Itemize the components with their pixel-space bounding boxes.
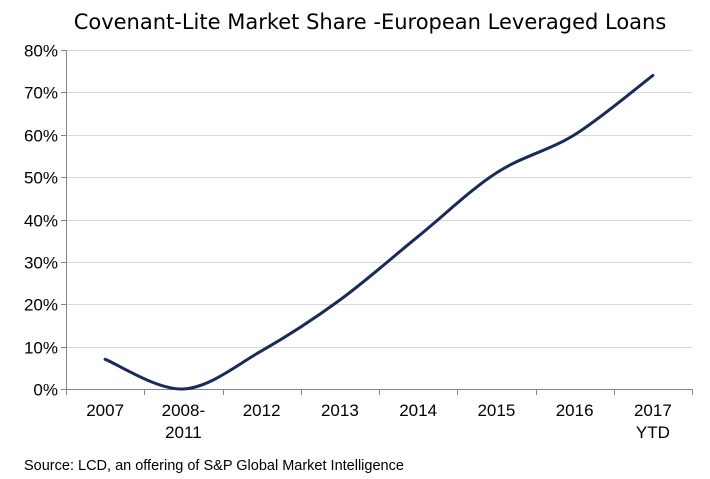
- y-tick-labels: 0% 10% 20% 30% 40% 50% 60% 70% 80%: [24, 42, 58, 400]
- x-tick-label: 2008-2011: [162, 401, 205, 442]
- x-tick-label: 2016: [556, 401, 594, 420]
- x-tick-label: 2014: [399, 401, 437, 420]
- x-tick-label: 2007: [86, 401, 124, 420]
- data-point: [416, 234, 420, 238]
- chart-title: Covenant-Lite Market Share -European Lev…: [74, 10, 667, 34]
- y-tick-label: 50%: [24, 169, 58, 188]
- series: [103, 73, 655, 391]
- data-point: [651, 73, 655, 77]
- y-tick-label: 70%: [24, 84, 58, 103]
- x-tick-label: 2013: [321, 401, 359, 420]
- x-tick-labels: 2007 2008-2011 2012 2013 2014 2015 2016 2017 YTD: [86, 401, 672, 442]
- data-point: [103, 357, 107, 361]
- axes: [61, 50, 693, 395]
- data-point: [181, 387, 185, 391]
- y-tick-label: 0%: [33, 381, 58, 400]
- data-point: [338, 298, 342, 302]
- gridlines: [66, 50, 692, 348]
- series-line: [103, 73, 655, 391]
- y-tick-label: 80%: [24, 42, 58, 61]
- data-point: [260, 349, 264, 353]
- y-tick-label: 30%: [24, 254, 58, 273]
- y-tick-label: 10%: [24, 339, 58, 358]
- data-point: [494, 171, 498, 175]
- y-tick-label: 60%: [24, 127, 58, 146]
- x-tick-label: 2017 YTD: [634, 401, 672, 442]
- x-tick-label: 2015: [477, 401, 515, 420]
- x-tick-label: 2012: [243, 401, 281, 420]
- y-tick-label: 20%: [24, 296, 58, 315]
- y-tick-label: 40%: [24, 212, 58, 231]
- data-point: [573, 133, 577, 137]
- source-note: Source: LCD, an offering of S&P Global M…: [24, 458, 404, 474]
